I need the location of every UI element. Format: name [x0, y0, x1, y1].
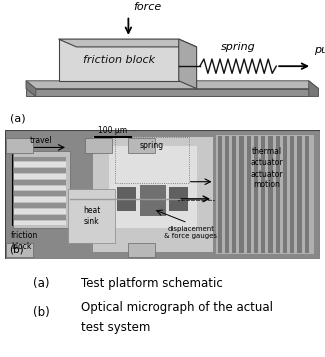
Bar	[6, 242, 33, 257]
Bar	[268, 136, 273, 253]
Bar	[297, 136, 302, 253]
Bar	[283, 136, 287, 253]
Text: actuator
motion: actuator motion	[250, 170, 283, 189]
Bar	[169, 187, 188, 211]
Bar	[276, 136, 280, 253]
Bar	[140, 185, 166, 216]
Bar	[218, 136, 222, 253]
Text: friction block: friction block	[83, 55, 155, 65]
Bar	[6, 138, 33, 152]
Text: displacement
& force gauges: displacement & force gauges	[164, 226, 217, 239]
Bar	[68, 188, 115, 243]
Bar	[261, 136, 265, 253]
Text: 100 μm: 100 μm	[98, 126, 127, 135]
Bar	[240, 136, 243, 253]
Text: (b): (b)	[10, 245, 24, 255]
Text: puller: puller	[314, 45, 325, 55]
Bar	[14, 156, 66, 161]
Bar	[14, 203, 66, 208]
Polygon shape	[26, 81, 36, 96]
Bar	[109, 146, 197, 228]
Bar	[14, 186, 66, 190]
Polygon shape	[58, 39, 197, 47]
Polygon shape	[26, 81, 318, 89]
Bar	[247, 136, 251, 253]
Bar	[117, 187, 136, 211]
Bar	[14, 221, 66, 225]
Bar	[14, 162, 66, 167]
Bar	[93, 137, 213, 252]
Bar	[14, 174, 66, 179]
Text: spring: spring	[140, 141, 164, 150]
Text: Optical micrograph of the actual: Optical micrograph of the actual	[81, 301, 273, 315]
Bar	[85, 138, 112, 152]
Text: Test platform schematic: Test platform schematic	[81, 277, 223, 290]
Bar	[14, 215, 66, 220]
Text: friction
block: friction block	[11, 231, 38, 251]
Bar	[14, 197, 66, 202]
Text: thermal
actuator: thermal actuator	[250, 147, 283, 167]
Bar	[254, 136, 258, 253]
Bar	[305, 136, 309, 253]
Bar	[14, 180, 66, 185]
Bar	[14, 191, 66, 196]
Bar	[14, 209, 66, 214]
Bar	[128, 138, 155, 152]
Bar	[14, 168, 66, 173]
Text: (b): (b)	[32, 306, 49, 319]
Text: spring: spring	[221, 42, 255, 52]
Text: heat
sink: heat sink	[83, 206, 100, 226]
Bar	[115, 137, 189, 183]
Bar	[290, 136, 294, 253]
Text: (a): (a)	[32, 277, 49, 290]
Bar	[13, 151, 70, 228]
Text: (a): (a)	[10, 114, 25, 124]
Polygon shape	[58, 39, 179, 81]
Bar	[232, 136, 236, 253]
Polygon shape	[309, 81, 318, 96]
Text: force: force	[133, 2, 162, 12]
Text: travel: travel	[30, 136, 52, 145]
Bar	[225, 136, 229, 253]
Bar	[216, 135, 314, 254]
Bar	[128, 242, 155, 257]
Polygon shape	[179, 39, 197, 89]
Polygon shape	[26, 89, 309, 96]
Text: test system: test system	[81, 321, 150, 334]
